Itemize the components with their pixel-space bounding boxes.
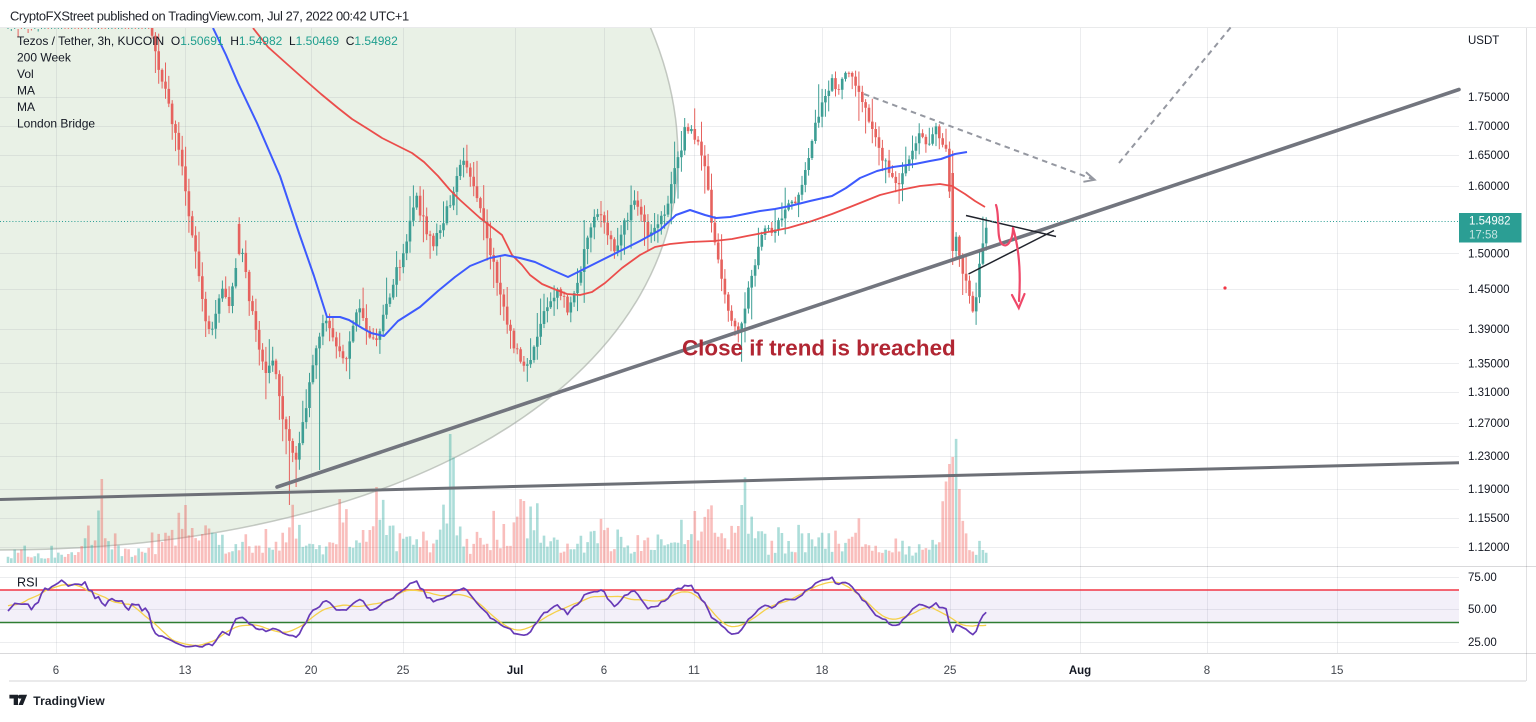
svg-text:1.54982: 1.54982	[1469, 216, 1511, 228]
svg-text:1.50000: 1.50000	[1468, 249, 1510, 261]
svg-text:8: 8	[1204, 665, 1210, 677]
svg-text:1.39000: 1.39000	[1468, 324, 1510, 336]
svg-text:17:58: 17:58	[1469, 230, 1498, 242]
svg-text:18: 18	[816, 665, 829, 677]
svg-text:1.12000: 1.12000	[1468, 542, 1510, 554]
svg-text:London Bridge: London Bridge	[17, 117, 95, 131]
svg-text:CryptoFXStreet published on Tr: CryptoFXStreet published on TradingView.…	[10, 9, 409, 24]
svg-text:1.23000: 1.23000	[1468, 451, 1510, 463]
svg-text:Vol: Vol	[17, 67, 34, 81]
svg-text:20: 20	[305, 665, 318, 677]
svg-text:1.75000: 1.75000	[1468, 92, 1510, 104]
svg-text:1.45000: 1.45000	[1468, 284, 1510, 296]
svg-text:25.00: 25.00	[1468, 637, 1497, 649]
svg-text:Aug: Aug	[1069, 665, 1091, 677]
svg-text:1.19000: 1.19000	[1468, 484, 1510, 496]
svg-text:25: 25	[397, 665, 410, 677]
svg-text:1.31000: 1.31000	[1468, 387, 1510, 399]
svg-text:13: 13	[179, 665, 192, 677]
svg-text:1.60000: 1.60000	[1468, 181, 1510, 193]
svg-text:1.70000: 1.70000	[1468, 121, 1510, 133]
svg-text:Close if trend is breached: Close if trend is breached	[682, 336, 956, 361]
svg-text:TradingView: TradingView	[33, 694, 105, 708]
svg-text:6: 6	[53, 665, 59, 677]
svg-text:11: 11	[688, 665, 700, 677]
svg-text:200 Week: 200 Week	[17, 51, 72, 65]
svg-text:RSI: RSI	[17, 576, 38, 590]
svg-text:1.65000: 1.65000	[1468, 150, 1510, 162]
svg-text:Jul: Jul	[507, 665, 524, 677]
svg-text:1.27000: 1.27000	[1468, 418, 1510, 430]
svg-text:6: 6	[601, 665, 607, 677]
svg-text:Tezos / Tether, 3h, KUCOIN O1: Tezos / Tether, 3h, KUCOIN O1.50691 H1.5…	[17, 34, 398, 48]
svg-text:USDT: USDT	[1468, 35, 1499, 47]
svg-text:1.35000: 1.35000	[1468, 359, 1510, 371]
svg-text:1.15500: 1.15500	[1468, 513, 1510, 525]
svg-text:75.00: 75.00	[1468, 572, 1497, 584]
svg-text:25: 25	[944, 665, 957, 677]
svg-text:MA: MA	[17, 84, 35, 98]
svg-text:15: 15	[1331, 665, 1344, 677]
svg-text:50.00: 50.00	[1468, 604, 1497, 616]
svg-text:MA: MA	[17, 100, 35, 114]
